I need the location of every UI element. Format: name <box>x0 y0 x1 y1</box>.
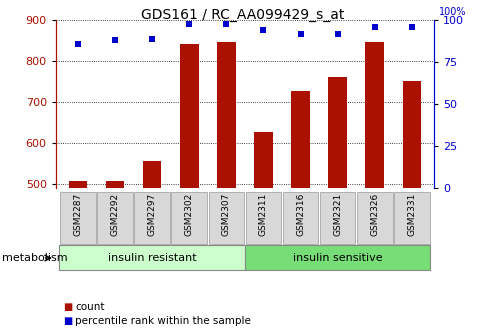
Text: GSM2311: GSM2311 <box>258 193 268 237</box>
Bar <box>291 91 309 336</box>
Bar <box>402 81 420 336</box>
FancyBboxPatch shape <box>245 192 281 244</box>
Text: metabolism: metabolism <box>2 253 68 263</box>
Text: GSM2297: GSM2297 <box>148 193 156 236</box>
FancyBboxPatch shape <box>356 192 392 244</box>
FancyBboxPatch shape <box>60 245 244 270</box>
Text: GSM2307: GSM2307 <box>221 193 230 237</box>
Bar <box>328 77 346 336</box>
Bar <box>143 161 161 336</box>
Text: GSM2316: GSM2316 <box>295 193 304 237</box>
FancyBboxPatch shape <box>60 192 96 244</box>
Text: GSM2321: GSM2321 <box>333 193 341 236</box>
Text: percentile rank within the sample: percentile rank within the sample <box>75 316 251 326</box>
Bar <box>254 132 272 336</box>
Point <box>370 24 378 30</box>
Point <box>259 28 267 33</box>
FancyBboxPatch shape <box>171 192 207 244</box>
Text: GSM2292: GSM2292 <box>110 193 120 236</box>
FancyBboxPatch shape <box>282 192 318 244</box>
FancyBboxPatch shape <box>134 192 170 244</box>
Text: count: count <box>75 302 105 312</box>
Point <box>407 24 415 30</box>
Point <box>222 21 230 26</box>
Point <box>74 41 82 46</box>
Text: GSM2326: GSM2326 <box>369 193 378 236</box>
FancyBboxPatch shape <box>208 192 243 244</box>
Bar <box>365 42 383 336</box>
Text: ■: ■ <box>63 316 72 326</box>
Point <box>296 31 304 36</box>
FancyBboxPatch shape <box>319 192 355 244</box>
Text: insulin sensitive: insulin sensitive <box>292 253 382 263</box>
Point <box>111 38 119 43</box>
Text: 100%: 100% <box>438 7 466 17</box>
Bar <box>180 44 198 336</box>
FancyBboxPatch shape <box>97 192 133 244</box>
FancyBboxPatch shape <box>244 245 429 270</box>
FancyBboxPatch shape <box>393 192 429 244</box>
Text: GSM2302: GSM2302 <box>184 193 194 236</box>
Text: GSM2287: GSM2287 <box>74 193 82 236</box>
Point <box>333 31 341 36</box>
Text: GSM2331: GSM2331 <box>407 193 415 237</box>
Bar <box>69 181 87 336</box>
Text: GDS161 / RC_AA099429_s_at: GDS161 / RC_AA099429_s_at <box>140 8 344 23</box>
Text: insulin resistant: insulin resistant <box>107 253 196 263</box>
Text: ■: ■ <box>63 302 72 312</box>
Point <box>185 21 193 26</box>
Bar <box>106 181 124 336</box>
Bar <box>217 42 235 336</box>
Point <box>148 36 156 41</box>
